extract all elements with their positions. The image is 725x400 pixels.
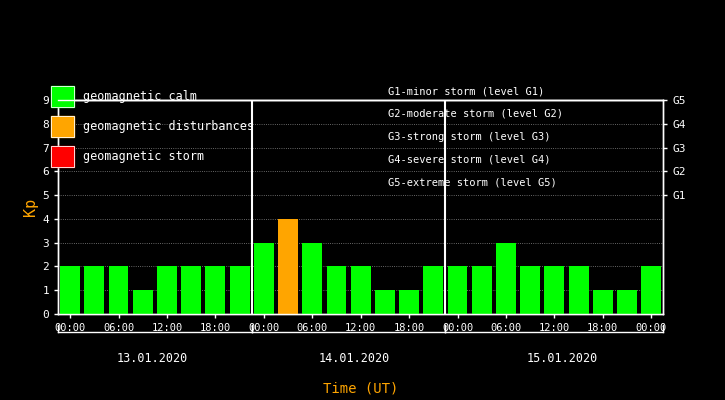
Bar xyxy=(496,243,516,314)
Text: G5-extreme storm (level G5): G5-extreme storm (level G5) xyxy=(388,177,557,187)
Bar xyxy=(423,266,443,314)
Text: 15.01.2020: 15.01.2020 xyxy=(527,352,598,365)
Y-axis label: Kp: Kp xyxy=(23,198,38,216)
Text: geomagnetic storm: geomagnetic storm xyxy=(83,150,204,163)
Bar xyxy=(181,266,201,314)
Bar xyxy=(109,266,128,314)
Bar xyxy=(60,266,80,314)
Bar xyxy=(302,243,322,314)
Bar xyxy=(642,266,661,314)
Text: G1-minor storm (level G1): G1-minor storm (level G1) xyxy=(388,86,544,96)
Bar xyxy=(278,219,298,314)
Bar xyxy=(617,290,637,314)
Text: 14.01.2020: 14.01.2020 xyxy=(319,352,390,365)
Bar xyxy=(375,290,395,314)
Bar xyxy=(399,290,419,314)
Bar xyxy=(568,266,589,314)
Text: G3-strong storm (level G3): G3-strong storm (level G3) xyxy=(388,132,550,142)
Bar xyxy=(157,266,177,314)
Bar xyxy=(326,266,347,314)
Text: G2-moderate storm (level G2): G2-moderate storm (level G2) xyxy=(388,109,563,119)
Text: geomagnetic disturbances: geomagnetic disturbances xyxy=(83,120,254,133)
Bar xyxy=(521,266,540,314)
Bar xyxy=(133,290,153,314)
Text: geomagnetic calm: geomagnetic calm xyxy=(83,90,196,103)
Bar xyxy=(593,290,613,314)
Bar xyxy=(254,243,274,314)
Bar xyxy=(84,266,104,314)
Bar xyxy=(472,266,492,314)
Bar xyxy=(447,266,468,314)
Bar xyxy=(230,266,249,314)
Bar xyxy=(544,266,564,314)
Text: Time (UT): Time (UT) xyxy=(323,382,398,396)
Bar xyxy=(205,266,225,314)
Bar xyxy=(351,266,370,314)
Text: 13.01.2020: 13.01.2020 xyxy=(117,352,188,365)
Text: G4-severe storm (level G4): G4-severe storm (level G4) xyxy=(388,154,550,164)
